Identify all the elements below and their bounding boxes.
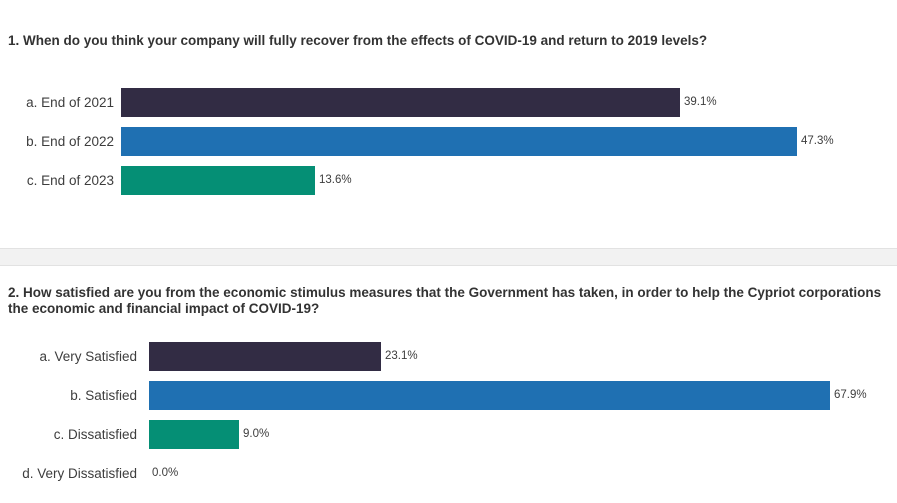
value-label: 67.9% — [834, 389, 867, 401]
chart-title: 1. When do you think your company will f… — [8, 33, 707, 49]
value-label: 0.0% — [152, 467, 179, 479]
category-label: d. Very Dissatisfied — [22, 466, 137, 481]
chart-title-line: 2. How satisfied are you from the econom… — [8, 285, 882, 300]
value-label: 9.0% — [243, 428, 270, 440]
category-label: c. End of 2023 — [26, 173, 114, 188]
bar[interactable] — [149, 381, 830, 410]
chart-title-line: the economic and financial impact of COV… — [8, 301, 320, 316]
value-label: 39.1% — [684, 96, 717, 108]
bar[interactable] — [149, 342, 381, 371]
category-label: a. Very Satisfied — [39, 349, 137, 364]
category-label: c. Dissatisfied — [53, 427, 137, 442]
bar[interactable] — [149, 420, 239, 449]
chart-title-line: 1. When do you think your company will f… — [8, 33, 708, 48]
chart-title: 2. How satisfied are you from the econom… — [8, 285, 881, 317]
section-divider — [0, 248, 897, 266]
bar[interactable] — [121, 127, 797, 156]
value-label: 47.3% — [801, 135, 834, 147]
category-label: a. End of 2021 — [26, 95, 114, 110]
category-label: b. End of 2022 — [26, 134, 114, 149]
bar[interactable] — [121, 88, 680, 117]
bar[interactable] — [121, 166, 315, 195]
value-label: 13.6% — [319, 174, 352, 186]
value-label: 23.1% — [385, 350, 418, 362]
category-label: b. Satisfied — [70, 388, 137, 403]
